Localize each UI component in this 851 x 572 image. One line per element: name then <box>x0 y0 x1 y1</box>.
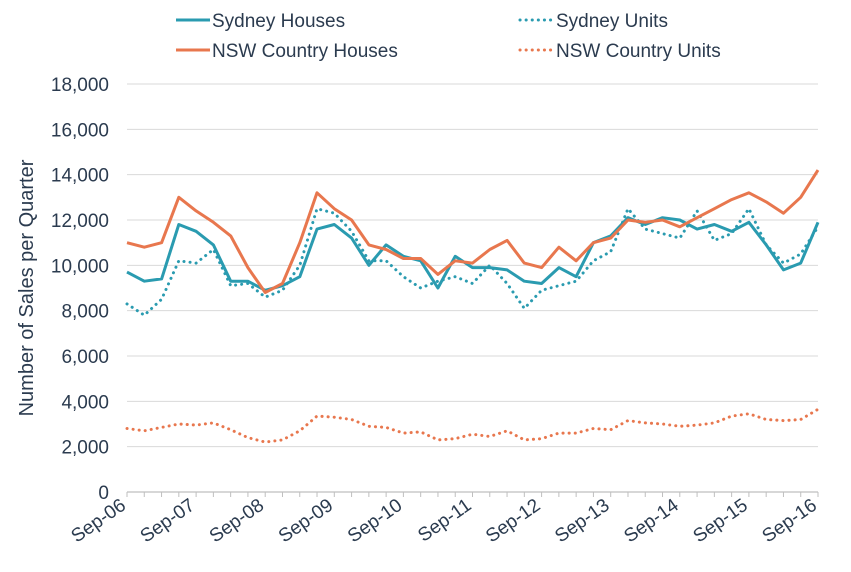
x-tick-label: Sep-14 <box>620 495 683 548</box>
x-tick-label: Sep-08 <box>206 495 268 547</box>
x-tick-label: Sep-10 <box>344 495 406 547</box>
legend-label-nsw-country-units: NSW Country Units <box>556 41 721 62</box>
y-tick-label: 14,000 <box>51 166 109 187</box>
y-axis-title: Number of Sales per Quarter <box>16 159 38 416</box>
y-tick-label: 8,000 <box>61 302 109 323</box>
y-axis-ticks: 0 2,000 4,000 6,000 8,000 10,000 12,000 14,000 1… <box>51 75 109 504</box>
x-axis <box>126 491 819 497</box>
y-tick-label: 12,000 <box>51 211 109 232</box>
x-axis-ticks: Sep-06 Sep-07 Sep-08 Sep-09 Sep-10 Sep-11 Sep-… <box>68 495 821 548</box>
gridlines <box>127 83 818 448</box>
series-line-sydney-units <box>125 207 820 317</box>
series-line-nsw-country-units <box>125 407 820 444</box>
series-line-nsw-country-houses <box>126 169 820 294</box>
y-tick-label: 0 <box>98 483 109 504</box>
y-tick-label: 10,000 <box>51 256 109 277</box>
series-line-sydney-houses <box>126 216 820 292</box>
x-tick-label: Sep-12 <box>482 495 544 547</box>
legend: Sydney Houses Sydney Units NSW Country Hou… <box>176 11 721 62</box>
legend-label-sydney-units: Sydney Units <box>556 11 668 32</box>
legend-label-nsw-country-houses: NSW Country Houses <box>212 41 398 62</box>
series-lines <box>125 169 820 444</box>
y-tick-label: 16,000 <box>51 120 109 141</box>
y-tick-label: 18,000 <box>51 75 109 96</box>
legend-label-sydney-houses: Sydney Houses <box>212 11 345 32</box>
x-tick-label: Sep-16 <box>759 495 821 547</box>
x-tick-label: Sep-09 <box>275 495 337 547</box>
y-tick-label: 2,000 <box>61 438 109 459</box>
y-tick-label: 6,000 <box>61 347 109 368</box>
x-tick-label: Sep-07 <box>137 495 199 547</box>
x-tick-label: Sep-15 <box>690 495 752 547</box>
x-tick-label: Sep-13 <box>551 495 613 547</box>
y-tick-label: 4,000 <box>61 392 109 413</box>
x-tick-label: Sep-11 <box>414 495 475 547</box>
